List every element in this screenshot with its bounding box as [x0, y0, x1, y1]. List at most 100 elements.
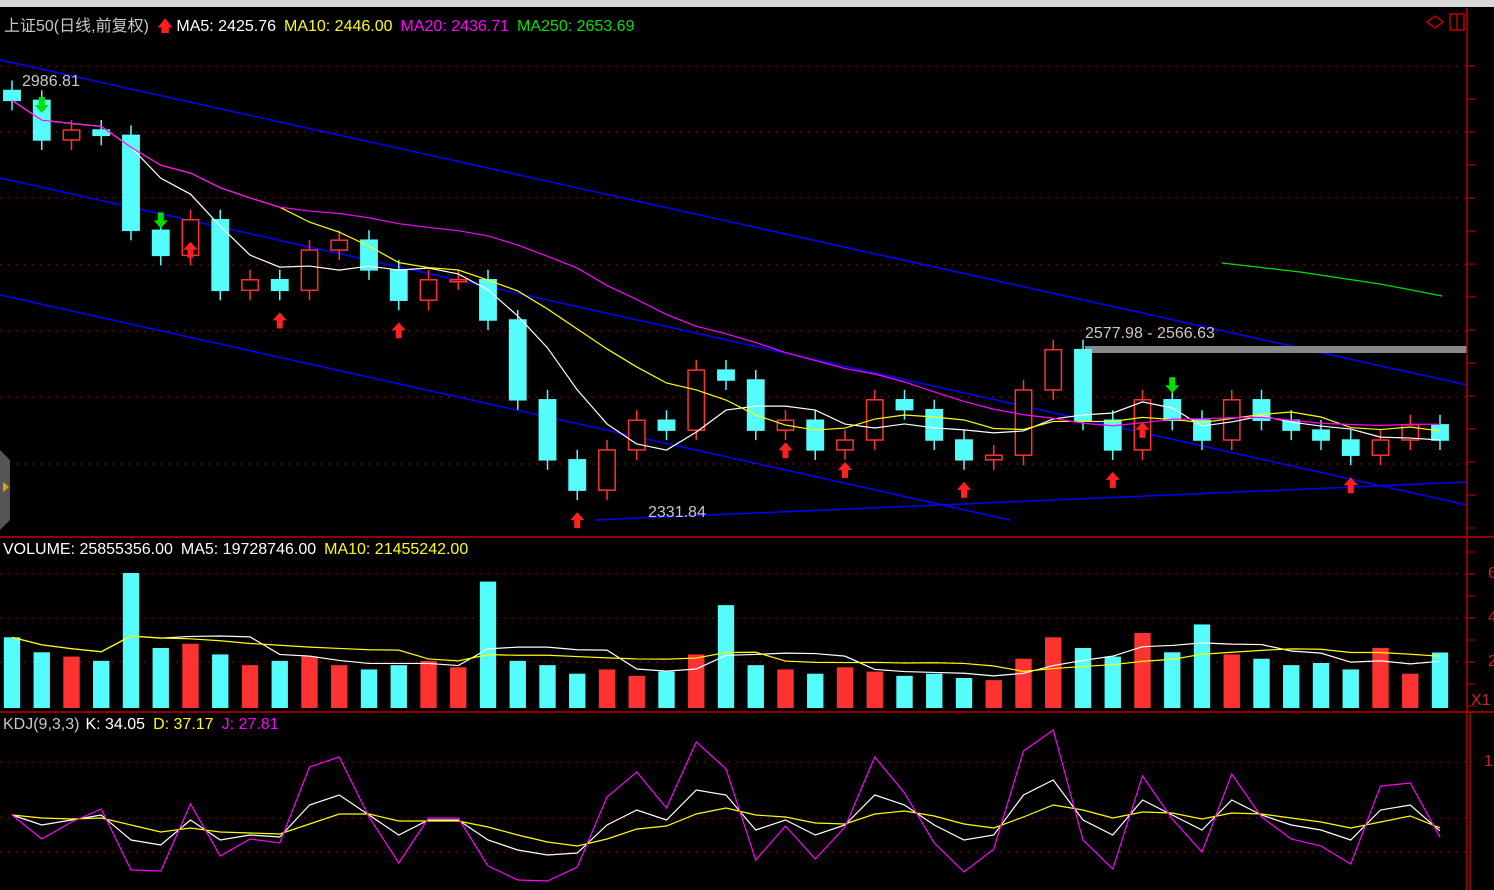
volume-bar	[271, 660, 288, 708]
candle	[627, 419, 646, 451]
volume-legend: VOLUME: 25855356.00 MA5: 19728746.00 MA10:…	[3, 541, 476, 559]
up-arrow-icon: 🡅	[156, 18, 174, 35]
volume-bar	[896, 675, 913, 708]
layout-toggle-icon[interactable]	[1449, 13, 1465, 31]
channel-lower-line	[0, 294, 1011, 521]
diamond-icon[interactable]	[1425, 15, 1445, 29]
candle	[151, 229, 170, 257]
candle	[389, 269, 408, 301]
candle	[1014, 389, 1033, 456]
volume-bar	[539, 665, 556, 708]
volume-bar	[1283, 665, 1300, 708]
volume-bar	[1342, 669, 1359, 708]
candle	[360, 239, 378, 271]
candle	[1431, 424, 1449, 441]
candle	[508, 319, 527, 401]
volume-bar	[450, 667, 467, 708]
volume-ma5-line	[11, 635, 1441, 677]
candle	[1371, 439, 1390, 456]
volume-bar	[479, 581, 497, 708]
volume-bar	[182, 643, 199, 708]
volume-bar	[122, 573, 140, 708]
volume-bar	[152, 648, 169, 708]
vol-multiplier[interactable]: X1	[1471, 692, 1491, 709]
volume-bar	[1015, 658, 1032, 708]
ma250-value: MA250: 2653.69	[517, 18, 635, 35]
candle	[657, 419, 676, 431]
kdj-tick: 1	[1484, 753, 1493, 770]
candle	[836, 439, 854, 451]
buy-arrow-icon	[778, 442, 793, 459]
buy-arrow-icon	[1105, 471, 1120, 488]
ma20-line	[11, 99, 1440, 427]
volume-bar	[1431, 652, 1449, 708]
volume-bar	[955, 678, 973, 708]
buy-arrow-icon	[957, 481, 971, 498]
band-label: 2577.98 - 2566.63	[1085, 325, 1215, 342]
candles	[3, 80, 1449, 501]
volume-bar	[212, 654, 229, 708]
sell-arrow-icon	[153, 212, 168, 229]
volume-bar	[331, 665, 348, 708]
price-band	[1085, 346, 1467, 353]
candle	[270, 279, 289, 292]
buy-arrow-icon	[838, 462, 852, 479]
vol-tick-2: 2	[1488, 653, 1494, 670]
candle	[419, 279, 438, 301]
volume-bar	[93, 660, 110, 708]
volume-bar	[688, 654, 705, 708]
candle	[568, 459, 587, 491]
candle	[241, 279, 259, 292]
kdj-j: J: 27.81	[221, 716, 279, 733]
volume-bar	[658, 671, 675, 708]
volume-bar	[301, 656, 318, 708]
volume-bar	[1402, 673, 1419, 708]
trend-lines	[0, 59, 1468, 521]
side-handle-arrow-icon	[3, 482, 9, 492]
volume-ma10: MA10: 21455242.00	[324, 541, 469, 558]
volume-bar	[509, 660, 526, 708]
candle	[1074, 348, 1092, 421]
buy-arrow-icon	[1135, 421, 1150, 438]
signal-arrows	[34, 96, 1358, 529]
buy-arrow-icon	[183, 241, 198, 258]
channel-upper-line	[0, 59, 1468, 386]
candle	[955, 439, 973, 461]
volume-bar	[1223, 654, 1240, 708]
volume-ma5: MA5: 19728746.00	[180, 541, 317, 558]
volume-bar	[3, 637, 21, 708]
chart-title: 上证50(日线,前复权)	[4, 18, 149, 35]
volume-bar	[1104, 656, 1121, 708]
candle	[1044, 348, 1063, 391]
volume-bar	[1193, 624, 1211, 708]
candle	[746, 379, 765, 431]
window-top-strip	[0, 0, 1494, 7]
volume-bar	[717, 605, 735, 708]
candle	[3, 89, 21, 102]
candle	[1222, 399, 1241, 441]
sell-arrow-icon	[34, 96, 49, 113]
volume-ma10-line	[11, 635, 1441, 672]
candle	[598, 449, 616, 491]
candle	[984, 454, 1003, 461]
volume-bar	[241, 665, 259, 708]
candle	[1163, 399, 1182, 421]
candle	[1312, 429, 1330, 441]
candle	[449, 279, 468, 283]
price-ma-lines	[11, 99, 1441, 451]
candle	[211, 218, 230, 292]
kdj-legend: KDJ(9,3,3) K: 34.05 D: 37.17 J: 27.81	[3, 716, 287, 734]
volume-bar	[926, 673, 943, 708]
ma5-line	[11, 99, 1441, 451]
volume-value: VOLUME: 25855356.00	[3, 541, 173, 558]
volume-bar	[1253, 658, 1270, 708]
vol-tick-6: 6	[1488, 565, 1494, 582]
candle	[925, 408, 944, 441]
volume-bar	[777, 669, 794, 708]
candle	[538, 399, 557, 461]
frame	[0, 8, 1494, 890]
candle	[300, 249, 319, 292]
price-legend: 上证50(日线,前复权) 🡅 MA5: 2425.76 MA10: 2446.00 MA…	[4, 12, 642, 42]
buy-arrow-icon	[272, 312, 287, 329]
